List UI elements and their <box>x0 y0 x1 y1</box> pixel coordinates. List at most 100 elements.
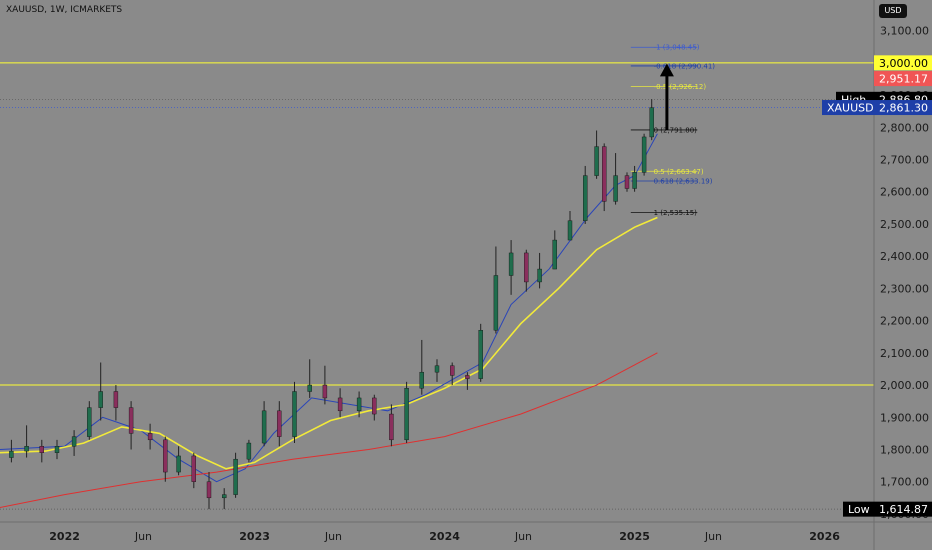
candle-body <box>71 436 77 447</box>
candle-body <box>434 365 440 373</box>
candle-body <box>128 407 134 434</box>
price-tag-bg <box>874 100 932 116</box>
candle-body <box>337 397 343 412</box>
candle-body <box>261 410 267 444</box>
price-tag-value: 2,951.17 <box>879 73 928 86</box>
fib-label: -0.618 (2,990.41) <box>654 62 716 70</box>
candle-body <box>613 175 618 202</box>
arrow-head <box>659 63 674 77</box>
fibonacci-levels: -1 (3,048.45) -0.618 (2,990.41) -0.5 (2,92… <box>630 44 716 217</box>
candle-body <box>465 375 470 379</box>
fib-label: 0.5 (2,663.47) <box>654 168 704 176</box>
candle-body <box>233 458 238 495</box>
horizontal-levels <box>0 62 874 510</box>
price-axis: 3,100.003,000.002,900.002,800.002,700.00… <box>880 25 929 521</box>
time-axis: 2022 Jun 2023 Jun 2024 Jun 2025 Jun 2026 <box>49 530 840 543</box>
currency-label: USD <box>884 6 902 15</box>
candle-body <box>9 450 14 458</box>
price-tag-label-bg <box>822 100 874 116</box>
candle-body <box>246 442 252 460</box>
y-tick-label: 1,900.00 <box>880 411 929 424</box>
ma-line-ema-200 <box>0 352 658 508</box>
x-tick-label: 2025 <box>619 530 650 543</box>
price-tag-value: 1,614.87 <box>879 503 928 516</box>
y-tick-label: 1,700.00 <box>880 476 929 489</box>
candle-body <box>24 446 29 452</box>
y-tick-label: 2,500.00 <box>880 218 929 231</box>
candle-body <box>493 275 499 331</box>
x-tick-label: 2024 <box>429 530 460 543</box>
candle-body <box>277 410 282 437</box>
currency-badge[interactable]: USD <box>879 4 907 18</box>
price-tag-bg <box>874 71 932 87</box>
symbol-title: XAUUSD, 1W, ICMARKETS <box>6 5 123 15</box>
candle-body <box>98 391 103 408</box>
x-tick-label: Jun <box>514 530 532 543</box>
candle-body <box>508 252 514 276</box>
candle-body <box>602 146 607 202</box>
y-tick-label: 3,100.00 <box>880 25 929 38</box>
candle-body <box>567 220 573 241</box>
y-tick-label: 2,200.00 <box>880 315 929 328</box>
candle-body <box>54 446 60 453</box>
candle-body <box>176 455 181 473</box>
candle-body <box>389 413 394 441</box>
price-tag-label-bg <box>843 501 874 517</box>
candle-body <box>552 239 557 270</box>
x-tick-label: Jun <box>704 530 722 543</box>
fib-label: 0 (2,791.80) <box>654 126 698 134</box>
fib-label: -1 (3,048.45) <box>654 44 700 52</box>
candle-body <box>307 384 312 392</box>
candle-body <box>356 397 362 412</box>
price-tag-label: XAUUSD <box>827 102 874 115</box>
candle-body <box>478 330 483 379</box>
candle-body <box>39 446 44 453</box>
candle-body <box>450 365 455 376</box>
ma-line-ema-20 <box>0 133 658 483</box>
candle-body <box>191 455 197 482</box>
candle-body <box>372 397 377 415</box>
fib-label: -0.5 (2,926.12) <box>654 83 707 91</box>
y-tick-label: 2,400.00 <box>880 250 929 263</box>
candle-body <box>641 136 647 173</box>
y-tick-label: 2,600.00 <box>880 186 929 199</box>
candle-body <box>419 371 424 389</box>
price-tag-bg <box>874 501 932 517</box>
fib-label: 0.618 (2,633.19) <box>654 178 713 186</box>
candle-body <box>206 481 212 499</box>
candle-body <box>113 391 119 408</box>
x-tick-label: Jun <box>324 530 342 543</box>
x-tick-label: 2023 <box>239 530 270 543</box>
candle-body <box>163 439 168 473</box>
target-arrow-icon <box>659 63 674 130</box>
price-tag-bg <box>874 55 932 71</box>
candle-body <box>632 172 637 189</box>
price-tag-value: 2,861.30 <box>879 102 928 115</box>
candle-body <box>524 252 529 283</box>
price-tag-label: Low <box>848 503 870 516</box>
candle-body <box>583 175 588 221</box>
candle-body <box>87 407 92 437</box>
candle-body <box>537 268 542 283</box>
fib-label: 1 (2,535.15) <box>654 209 698 217</box>
moving-average-lines <box>0 133 658 508</box>
candle-body <box>322 384 328 399</box>
candle-body <box>649 107 654 138</box>
x-tick-label: 2026 <box>809 530 840 543</box>
candle-body <box>624 175 630 189</box>
price-tag-value: 3,000.00 <box>879 57 928 70</box>
x-tick-label: Jun <box>134 530 152 543</box>
x-tick-label: 2022 <box>49 530 80 543</box>
y-tick-label: 2,300.00 <box>880 282 929 295</box>
y-tick-label: 2,000.00 <box>880 379 929 392</box>
candle-body <box>147 433 153 441</box>
y-tick-label: 2,100.00 <box>880 347 929 360</box>
y-tick-label: 1,800.00 <box>880 444 929 457</box>
candle-body <box>404 388 409 441</box>
candle-body <box>292 391 297 437</box>
candlesticks <box>9 99 654 510</box>
y-tick-label: 2,800.00 <box>880 121 929 134</box>
